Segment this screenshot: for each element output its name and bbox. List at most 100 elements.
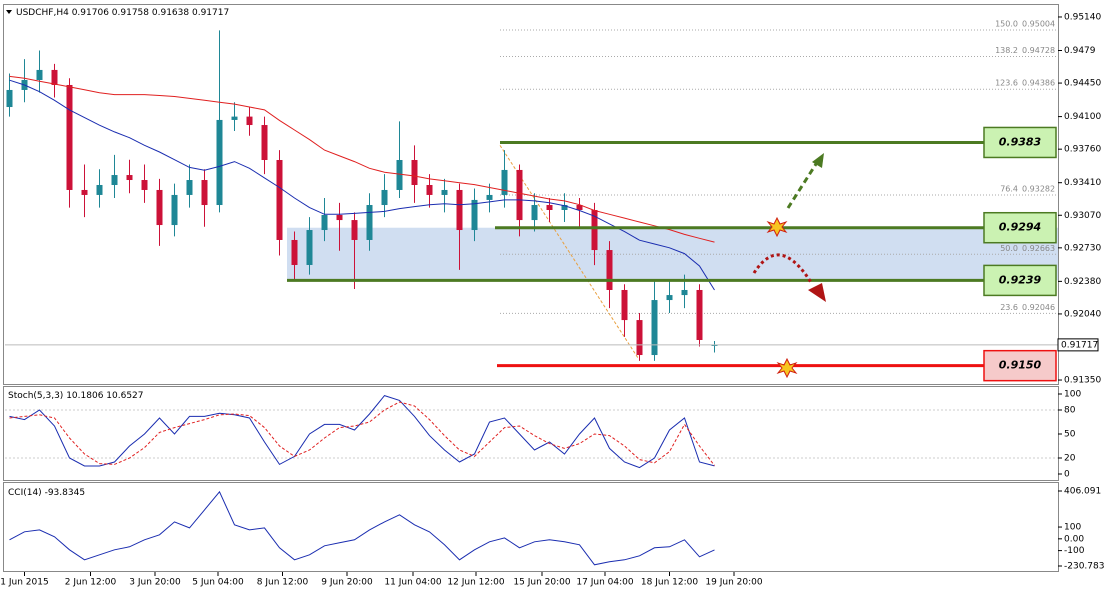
stoch-tick-label: 50 <box>1064 430 1076 440</box>
candle-body <box>666 295 673 301</box>
stoch-name: Stoch(5,3,3) <box>8 391 63 401</box>
x-tick-label: 15 Jun 20:00 <box>513 578 570 588</box>
fibo-price: 0.94728 <box>1022 46 1055 55</box>
fibo-price: 0.94386 <box>1022 79 1055 88</box>
stoch-k: 10.1806 <box>66 391 103 401</box>
y-tick-label: 0.94450 <box>1064 79 1101 89</box>
candle-body <box>486 194 493 200</box>
candle-body <box>126 175 133 181</box>
candle-body <box>411 159 418 185</box>
fibo-name: 76.4 <box>1000 184 1018 193</box>
cci-last: -93.8345 <box>45 488 85 498</box>
chart-header: USDCHF,H4 0.91706 0.91758 0.91638 0.9171… <box>16 8 229 18</box>
moving-average <box>9 79 715 291</box>
y-tick-label: 0.93410 <box>1064 178 1101 188</box>
candle-body <box>321 214 328 231</box>
candle-body <box>336 214 343 221</box>
candle-body <box>501 169 508 195</box>
level-box <box>983 264 1057 297</box>
y-tick-label: 0.93070 <box>1064 211 1101 221</box>
candle-body <box>561 205 568 210</box>
candle-body <box>51 69 58 85</box>
y-tick-label: 0.9479 <box>1064 46 1096 56</box>
price-label: 0.91717 <box>1061 340 1098 350</box>
x-tick-label: 9 Jun 20:00 <box>321 578 373 588</box>
cci-tick-label: -230.7837 <box>1064 562 1104 572</box>
level-box <box>983 211 1057 244</box>
y-tick-label: 0.91350 <box>1064 376 1101 386</box>
candle-body <box>261 125 268 160</box>
fibo-price: 0.95004 <box>1022 20 1055 29</box>
down-arrowhead <box>808 283 826 302</box>
stoch-line <box>9 401 715 466</box>
x-tick-label: 2 Jun 12:00 <box>65 578 117 588</box>
cci-tick-label: 0.00 <box>1064 534 1084 544</box>
candle-body <box>576 205 583 210</box>
x-tick-label: 1 Jun 2015 <box>0 578 48 588</box>
burst <box>766 216 788 238</box>
candle-body <box>636 320 643 356</box>
low: 0.91638 <box>152 8 189 18</box>
fibo-price: 0.93282 <box>1022 184 1055 193</box>
up-arrowhead <box>812 153 824 168</box>
candle-body <box>276 159 283 240</box>
annotations <box>752 153 826 379</box>
x-tick-label: 3 Jun 20:00 <box>129 578 181 588</box>
cci-header: CCI(14) -93.8345 <box>8 488 85 498</box>
candle-body <box>81 189 88 195</box>
y-tick-label: 0.92040 <box>1064 309 1101 319</box>
plot-layer: 150.0 0.95004 138.2 0.94728 123.6 0.94386 76.4… <box>0 12 1104 587</box>
level-label: 0.9383 <box>999 135 1042 148</box>
candle-body <box>6 89 13 108</box>
candle-body <box>66 84 73 190</box>
x-tick-label: 18 Jun 12:00 <box>641 578 698 588</box>
candle-body <box>156 189 163 226</box>
stoch-tick-label: 20 <box>1064 454 1076 464</box>
candle-body <box>396 159 403 190</box>
stoch-tick-label: 0 <box>1064 470 1070 480</box>
candle-body <box>186 180 193 195</box>
candle-body <box>36 69 43 81</box>
level-label: 0.9294 <box>999 221 1041 234</box>
stoch-d: 10.6527 <box>106 391 143 401</box>
fibo-price: 0.92046 <box>1022 303 1055 312</box>
main-panel <box>3 4 1059 385</box>
candle-body <box>456 189 463 231</box>
symbol: USDCHF,H4 <box>16 8 69 18</box>
candle-body <box>651 300 658 356</box>
level-box <box>983 349 1057 382</box>
candle-body <box>621 289 628 321</box>
close: 0.91717 <box>192 8 229 18</box>
candle-body <box>171 194 178 226</box>
candle-body <box>111 175 118 185</box>
candle-body <box>471 199 478 231</box>
price-box <box>1057 338 1099 352</box>
fibo-price: 0.92663 <box>1022 244 1055 253</box>
candle-body <box>516 169 523 221</box>
candle-body <box>441 189 448 195</box>
x-tick-label: 17 Jun 04:00 <box>576 578 633 588</box>
cci-name: CCI(14) <box>8 488 42 498</box>
cci-tick-label: -100 <box>1064 546 1085 556</box>
burst <box>776 357 798 379</box>
level-box <box>983 126 1057 159</box>
up-arrow <box>786 163 818 209</box>
candle-body <box>591 209 598 251</box>
candle-body <box>531 205 538 221</box>
stoch-tick-label: 80 <box>1064 406 1076 416</box>
level-label: 0.9239 <box>999 273 1042 286</box>
cci-tick-label: 406.091 <box>1064 487 1101 497</box>
candle-body <box>291 239 298 265</box>
candle-body <box>306 230 313 265</box>
fibo-name: 123.6 <box>995 79 1018 88</box>
candle-body <box>201 180 208 206</box>
y-tick-label: 0.92380 <box>1064 277 1101 287</box>
candle-body <box>216 119 223 206</box>
stoch-line <box>9 395 715 469</box>
open: 0.91706 <box>72 8 109 18</box>
stoch-tick-label: 100 <box>1064 390 1081 400</box>
menu-triangle <box>6 10 12 14</box>
candle-body <box>696 289 703 340</box>
